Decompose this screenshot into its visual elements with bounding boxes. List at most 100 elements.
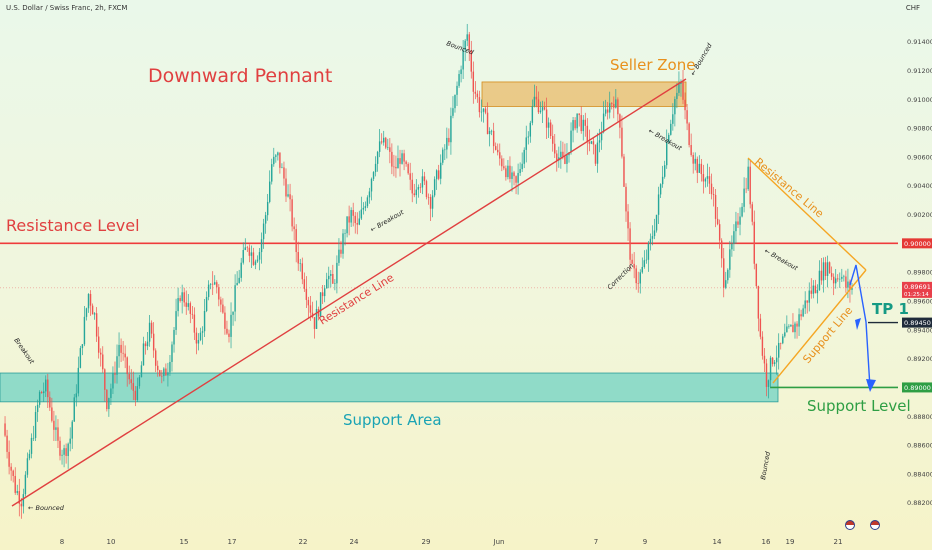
candle-body	[222, 304, 224, 313]
candle-body	[352, 210, 354, 216]
candle-body	[177, 298, 179, 312]
candle-body	[409, 173, 411, 180]
candle-body	[285, 178, 287, 197]
candle-body	[148, 322, 151, 342]
us-flag-event-icon[interactable]	[845, 520, 855, 530]
x-tick-label: 10	[107, 538, 116, 546]
pennant-resistance-line	[747, 157, 867, 271]
candle-body	[818, 270, 821, 290]
candle-body	[279, 152, 281, 168]
candle-body	[254, 261, 257, 265]
candle-body	[564, 156, 566, 164]
candle-body	[741, 206, 743, 217]
candle-body	[745, 188, 747, 190]
candle-body	[144, 343, 147, 347]
candle-body	[633, 263, 635, 269]
candle-body	[631, 259, 633, 264]
candle-body	[326, 279, 328, 289]
candle-body	[773, 362, 776, 365]
candle-body	[191, 313, 194, 315]
candle-body	[839, 278, 841, 280]
candle-body	[167, 372, 169, 376]
candle-body	[303, 279, 306, 289]
candle-body	[824, 262, 827, 276]
candle-body	[116, 356, 118, 375]
candle-body	[43, 391, 45, 394]
candle-body	[250, 252, 253, 256]
candle-body	[20, 503, 23, 507]
candle-body	[309, 305, 312, 313]
tp1-price-tag: 0.89450	[904, 319, 931, 327]
candle-body	[757, 286, 760, 319]
candle-body	[590, 141, 593, 144]
candle-body	[287, 194, 289, 197]
candle-body	[702, 174, 705, 182]
levels-layer	[0, 242, 898, 389]
candle-body	[476, 93, 479, 98]
candle-body	[362, 207, 365, 210]
candle-body	[729, 249, 731, 270]
candle-body	[328, 275, 330, 280]
candle-body	[456, 85, 458, 95]
candle-body	[623, 156, 625, 187]
candle-body	[87, 293, 90, 309]
chart-title: Downward Pennant	[148, 65, 332, 87]
candle-body	[277, 152, 279, 156]
candle-body	[790, 324, 792, 327]
candle-body	[360, 209, 363, 219]
candle-body	[541, 107, 544, 111]
candle-body	[810, 290, 812, 294]
y-tick-label: 0.88400	[907, 470, 932, 478]
projection-arrowhead	[866, 379, 876, 392]
candle-body	[238, 277, 240, 283]
candle-body	[260, 239, 263, 253]
candle-body	[262, 223, 265, 240]
candle-body	[474, 91, 477, 94]
candle-body	[187, 303, 189, 307]
candle-body	[45, 379, 47, 392]
candle-body	[228, 333, 230, 337]
candle-body	[248, 247, 251, 256]
candle-body	[450, 115, 452, 143]
candle-body	[637, 283, 639, 284]
candle-body	[440, 162, 442, 179]
candle-body	[69, 438, 71, 444]
candle-body	[246, 247, 249, 249]
x-tick-label: 19	[786, 538, 795, 546]
candle-body	[18, 491, 21, 504]
candle-body	[387, 147, 389, 148]
candle-body	[340, 249, 342, 254]
candle-body	[519, 169, 521, 173]
candle-body	[205, 297, 208, 311]
candle-body	[554, 143, 556, 154]
candle-body	[150, 322, 153, 334]
annotation-note: ← Bounced	[28, 504, 65, 512]
currency-label: CHF	[905, 4, 920, 12]
candle-body	[720, 240, 723, 259]
candle-body	[556, 153, 558, 161]
candle-body	[378, 141, 381, 152]
candle-body	[10, 466, 12, 471]
candle-body	[57, 427, 59, 441]
x-tick-label: 7	[594, 538, 598, 546]
y-tick-label: 0.90400	[907, 182, 932, 190]
us-flag-event-icon[interactable]	[870, 520, 880, 530]
candle-body	[97, 336, 100, 353]
support-price-tag-bg	[902, 382, 932, 393]
candle-body	[690, 145, 692, 156]
y-tick-label: 0.88800	[907, 413, 932, 421]
candle-body	[643, 260, 646, 267]
candle-body	[427, 197, 430, 198]
candle-body	[291, 199, 293, 227]
candle-body	[49, 397, 51, 408]
projection-path	[849, 264, 871, 389]
candle-body	[307, 299, 310, 306]
candle-body	[433, 179, 436, 196]
candle-body	[271, 164, 273, 182]
y-tick-label: 0.89400	[907, 326, 932, 334]
candle-body	[401, 153, 403, 164]
candle-body	[641, 266, 644, 273]
candle-body	[551, 135, 554, 144]
candle-body	[393, 166, 395, 168]
